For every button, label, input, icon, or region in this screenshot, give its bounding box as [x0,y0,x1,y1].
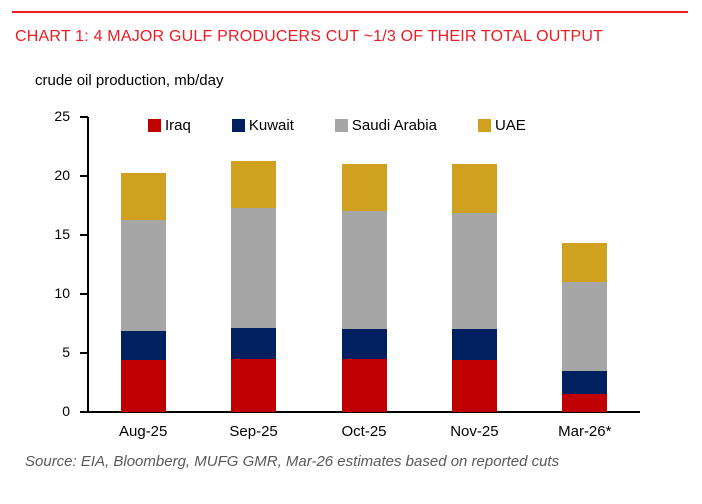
bar-segment-iraq [341,358,387,412]
bar-segment-iraq [231,358,277,412]
y-axis-title: crude oil production, mb/day [35,72,224,89]
y-axis-tick-label: 0 [62,403,70,419]
bar-segment-saudi-arabia [120,219,166,331]
bar-segment-saudi-arabia [562,282,608,371]
y-axis-line [87,117,89,413]
x-axis-label: Mar-26* [558,423,612,440]
bar-segment-iraq [120,360,166,412]
bar-segment-saudi-arabia [231,207,277,329]
y-axis-tick [80,175,88,177]
legend-item-iraq: Iraq [148,117,191,134]
legend-swatch-icon [477,119,491,132]
bar-segment-uae [120,172,166,220]
y-axis-tick [80,293,88,295]
legend-item-uae: UAE [477,117,526,134]
x-axis-label: Aug-25 [119,423,168,440]
bar-segment-kuwait [120,330,166,361]
y-axis-tick [80,116,88,118]
legend: Iraq Kuwait Saudi Arabia UAE [148,117,526,134]
bar-segment-uae [231,160,277,208]
bar-segment-saudi-arabia [341,211,387,330]
bar-segment-saudi-arabia [451,212,497,330]
legend-label: Saudi Arabia [351,117,437,134]
legend-swatch-icon [231,119,245,132]
y-axis-tick-label: 25 [54,108,70,124]
legend-item-saudi-arabia: Saudi Arabia [334,117,437,134]
y-axis-tick-label: 5 [62,344,70,360]
legend-label: Kuwait [248,117,294,134]
y-axis-tick [80,234,88,236]
y-axis-tick-label: 10 [54,285,70,301]
x-axis-label: Oct-25 [341,423,387,440]
bar-sep-25 [231,160,277,412]
bar-oct-25 [341,164,387,412]
bar-segment-uae [341,164,387,212]
legend-swatch-icon [334,119,348,132]
x-axis-label: Nov-25 [450,423,499,440]
source-note: Source: EIA, Bloomberg, MUFG GMR, Mar-26… [25,453,560,470]
y-axis-tick-label: 15 [54,226,70,242]
legend-label: UAE [494,117,526,134]
y-axis-tick [80,352,88,354]
bar-segment-kuwait [451,329,497,361]
plot-area [88,117,640,412]
y-axis-tick [80,411,88,413]
bar-mar-26 [562,243,608,412]
x-axis-line [80,411,640,413]
bar-segment-uae [562,243,608,283]
bar-segment-uae [451,164,497,213]
legend-swatch-icon [148,119,161,132]
bar-segment-kuwait [562,370,608,395]
bar-segment-kuwait [341,329,387,359]
header-rule [12,11,688,13]
x-axis-label: Sep-25 [229,423,278,440]
bar-segment-kuwait [231,328,277,359]
bar-aug-25 [120,172,166,412]
chart-title: CHART 1: 4 MAJOR GULF PRODUCERS CUT ~1/3… [15,28,604,45]
legend-label: Iraq [165,117,191,134]
y-axis-tick-label: 20 [54,167,70,183]
legend-item-kuwait: Kuwait [231,117,294,134]
bar-nov-25 [451,164,497,412]
bar-segment-iraq [451,360,497,412]
bar-segment-iraq [562,394,608,412]
